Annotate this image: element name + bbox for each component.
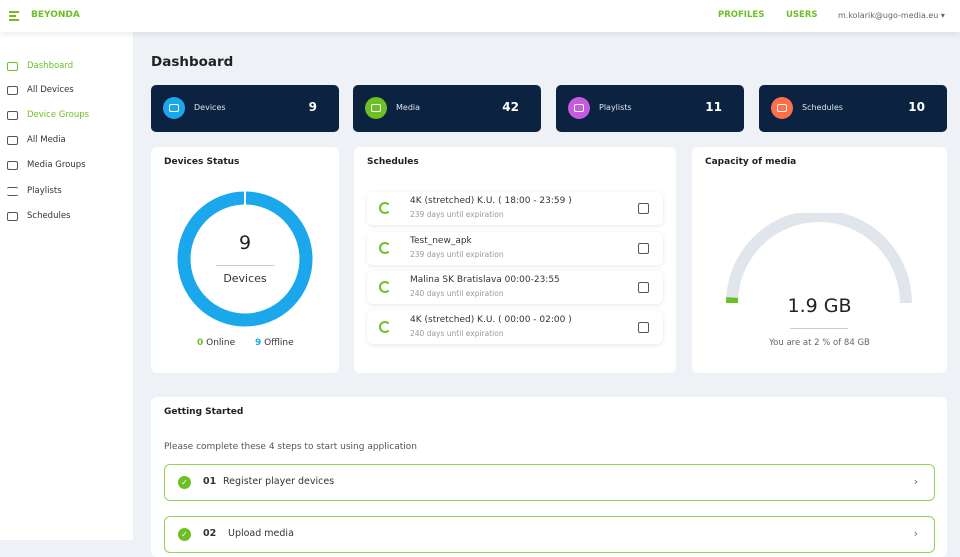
- divider: [216, 265, 274, 266]
- chevron-right-icon: ›: [914, 527, 918, 540]
- brand-logo[interactable]: BEYONDA: [31, 10, 80, 20]
- nav-profiles[interactable]: PROFILES: [718, 10, 764, 20]
- sidebar-item-schedules[interactable]: Schedules: [7, 208, 71, 224]
- stat-label: Playlists: [599, 103, 632, 112]
- sidebar-item-label: All Devices: [27, 85, 74, 95]
- offline-legend: 9 Offline: [255, 338, 294, 348]
- gauge-track: [732, 216, 906, 303]
- stat-value: 10: [908, 100, 925, 114]
- devices-icon: [7, 86, 18, 95]
- online-legend: 0 Online: [197, 338, 235, 348]
- sidebar-item-label: Device Groups: [27, 110, 89, 120]
- playlist-icon: [568, 97, 590, 119]
- stat-card-media[interactable]: Media 42: [353, 85, 541, 132]
- sidebar-item-label: Playlists: [27, 186, 62, 196]
- step-label: Upload media: [228, 528, 294, 539]
- offline-count: 9: [255, 338, 261, 348]
- edit-icon[interactable]: [638, 243, 649, 254]
- getting-started-panel: Getting Started Please complete these 4 …: [151, 397, 947, 557]
- offline-label: Offline: [264, 338, 294, 348]
- schedule-item[interactable]: Malina SK Bratislava 00:00-23:55 240 days…: [367, 271, 663, 304]
- user-menu[interactable]: m.kolarik@ugo-media.eu ▾: [838, 11, 945, 20]
- schedules-panel: Schedules 4K (stretched) K.U. ( 18:00 - …: [354, 147, 676, 373]
- stat-label: Media: [396, 103, 420, 112]
- chevron-right-icon: ›: [914, 475, 918, 488]
- stat-value: 9: [309, 100, 317, 114]
- panel-title: Capacity of media: [705, 157, 796, 167]
- panel-title: Schedules: [367, 157, 419, 167]
- step-number: 02: [203, 528, 216, 539]
- stat-value: 11: [705, 100, 722, 114]
- page-title: Dashboard: [151, 54, 233, 70]
- dashboard-icon: [7, 62, 18, 71]
- sidebar-item-all-devices[interactable]: All Devices: [7, 82, 74, 98]
- schedule-name: Malina SK Bratislava 00:00-23:55: [410, 275, 560, 285]
- repeat-icon: [379, 242, 391, 254]
- sidebar-item-all-media[interactable]: All Media: [7, 132, 66, 148]
- playlist-icon: [7, 187, 18, 196]
- check-icon: ✓: [178, 476, 191, 489]
- image-icon: [365, 97, 387, 119]
- schedule-item[interactable]: Test_new_apk 239 days until expiration: [367, 232, 663, 265]
- devices-icon: [163, 97, 185, 119]
- menu-icon[interactable]: [9, 11, 19, 23]
- schedule-expiry: 239 days until expiration: [410, 250, 504, 259]
- offline-arc: [184, 198, 306, 320]
- calendar-icon: [7, 212, 18, 221]
- schedule-item[interactable]: 4K (stretched) K.U. ( 18:00 - 23:59 ) 239…: [367, 192, 663, 225]
- repeat-icon: [379, 321, 391, 333]
- check-icon: ✓: [178, 528, 191, 541]
- online-label: Online: [206, 338, 235, 348]
- stat-label: Schedules: [802, 103, 843, 112]
- schedule-expiry: 239 days until expiration: [410, 210, 504, 219]
- sidebar-item-label: Schedules: [27, 211, 71, 221]
- step-label: Register player devices: [223, 476, 334, 487]
- capacity-panel: Capacity of media 1.9 GB You are at 2 % …: [692, 147, 947, 373]
- sidebar-item-device-groups[interactable]: Device Groups: [7, 107, 89, 123]
- schedule-name: 4K (stretched) K.U. ( 00:00 - 02:00 ): [410, 315, 572, 325]
- step-upload-media[interactable]: ✓ 02 Upload media ›: [164, 516, 935, 553]
- devices-total: 9: [151, 232, 339, 254]
- sidebar-item-label: Media Groups: [27, 160, 86, 170]
- stat-label: Devices: [194, 103, 226, 112]
- calendar-icon: [771, 97, 793, 119]
- repeat-icon: [379, 281, 391, 293]
- images-icon: [7, 161, 18, 170]
- schedule-expiry: 240 days until expiration: [410, 289, 504, 298]
- stat-card-playlists[interactable]: Playlists 11: [556, 85, 744, 132]
- schedule-expiry: 240 days until expiration: [410, 329, 504, 338]
- online-count: 0: [197, 338, 203, 348]
- stat-card-devices[interactable]: Devices 9: [151, 85, 339, 132]
- stat-value: 42: [502, 100, 519, 114]
- nav-users[interactable]: USERS: [786, 10, 818, 20]
- step-register-devices[interactable]: ✓ 01 Register player devices ›: [164, 464, 935, 501]
- devices-status-panel: Devices Status 9 Devices 0 Online 9 Offl…: [151, 147, 339, 373]
- capacity-used: 1.9 GB: [692, 295, 947, 317]
- sidebar: Dashboard All Devices Device Groups All …: [0, 32, 133, 540]
- panel-title: Devices Status: [164, 157, 239, 167]
- divider: [790, 328, 848, 329]
- edit-icon[interactable]: [638, 203, 649, 214]
- top-bar: BEYONDA PROFILES USERS m.kolarik@ugo-med…: [0, 0, 960, 32]
- edit-icon[interactable]: [638, 282, 649, 293]
- sidebar-item-dashboard[interactable]: Dashboard: [7, 58, 73, 74]
- devices-label: Devices: [151, 272, 339, 285]
- capacity-note: You are at 2 % of 84 GB: [692, 338, 947, 348]
- schedule-name: 4K (stretched) K.U. ( 18:00 - 23:59 ): [410, 196, 572, 206]
- getting-started-subtitle: Please complete these 4 steps to start u…: [164, 442, 417, 452]
- edit-icon[interactable]: [638, 322, 649, 333]
- folder-icon: [7, 111, 18, 120]
- panel-title: Getting Started: [164, 407, 243, 417]
- repeat-icon: [379, 202, 391, 214]
- devices-donut: [177, 191, 313, 327]
- image-icon: [7, 136, 18, 145]
- stat-card-schedules[interactable]: Schedules 10: [759, 85, 947, 132]
- sidebar-item-playlists[interactable]: Playlists: [7, 183, 62, 199]
- sidebar-item-label: Dashboard: [27, 61, 73, 71]
- step-number: 01: [203, 476, 216, 487]
- sidebar-item-media-groups[interactable]: Media Groups: [7, 157, 86, 173]
- schedule-name: Test_new_apk: [410, 236, 472, 246]
- sidebar-item-label: All Media: [27, 135, 66, 145]
- schedule-item[interactable]: 4K (stretched) K.U. ( 00:00 - 02:00 ) 240…: [367, 311, 663, 344]
